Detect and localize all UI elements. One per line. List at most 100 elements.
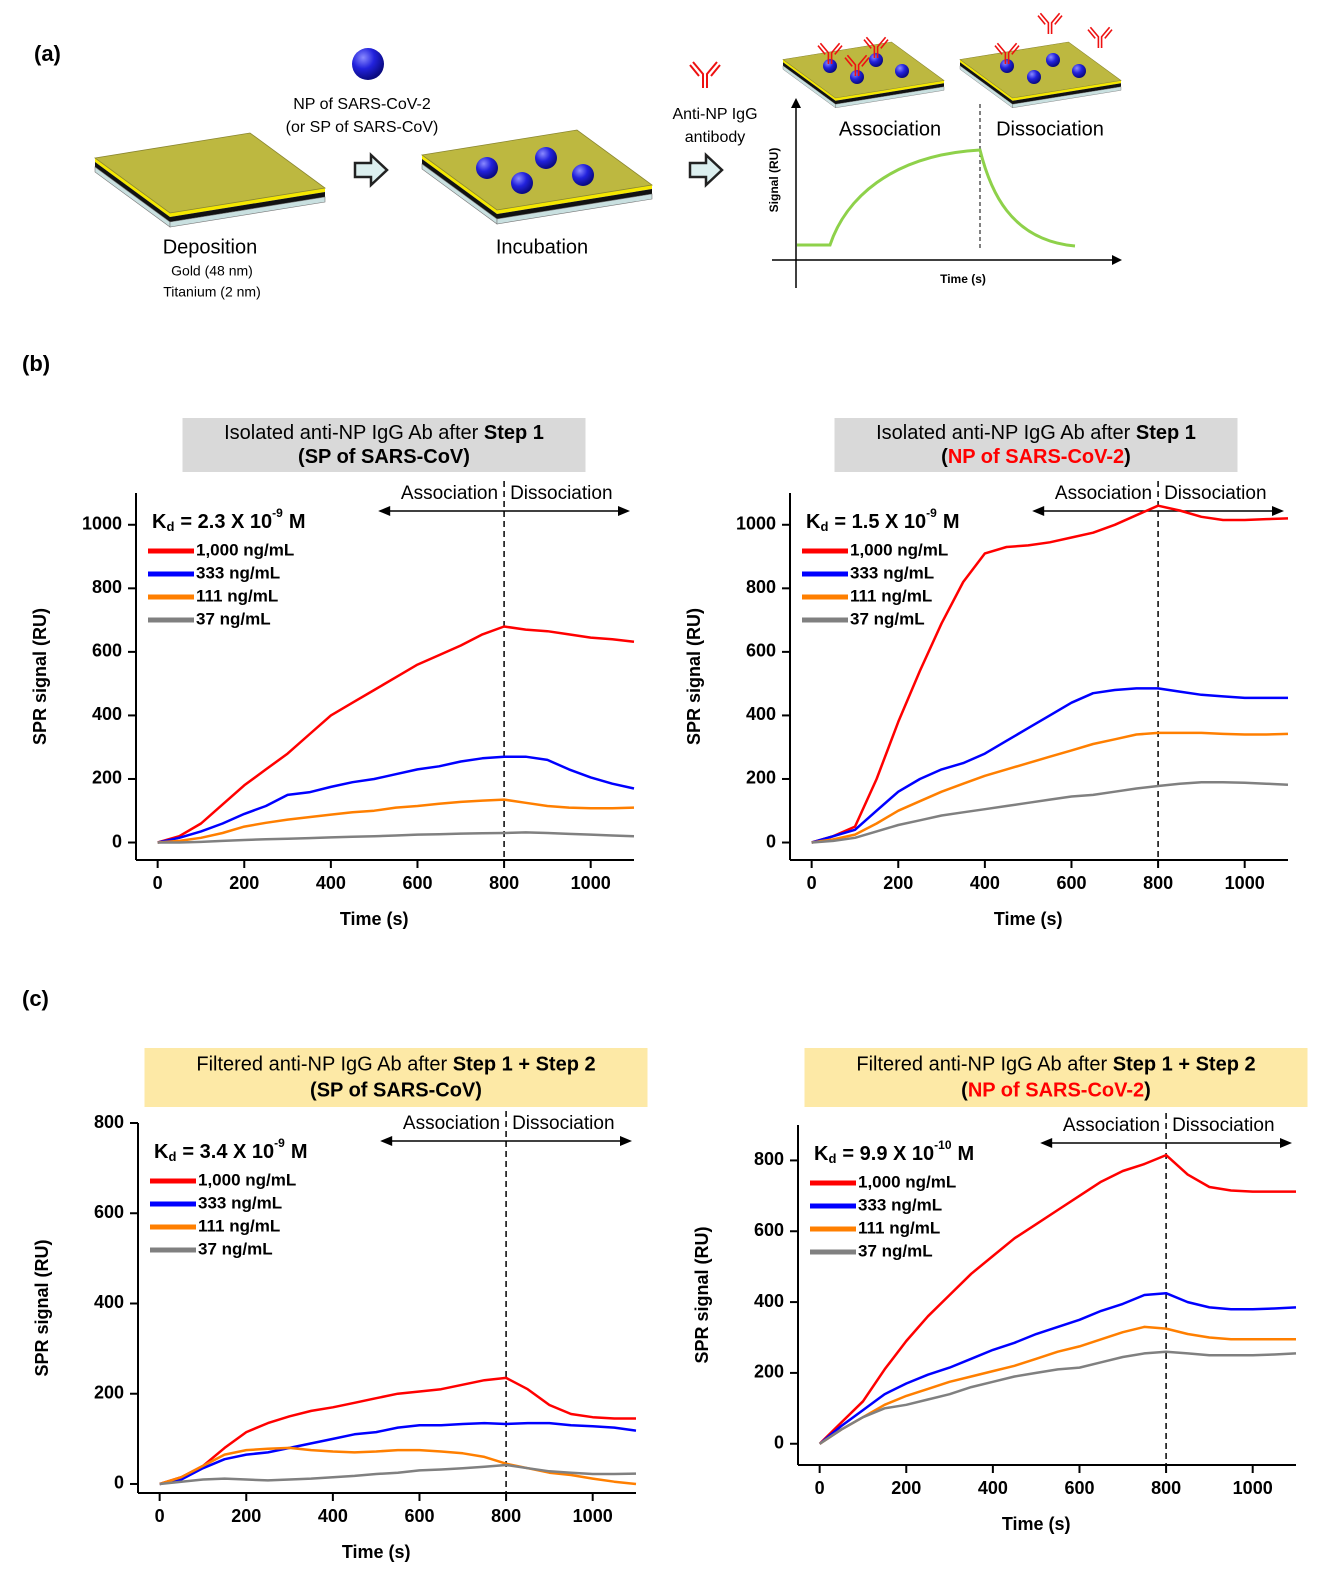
legend-label: 1,000 ng/mL	[196, 540, 294, 559]
x-tick-label: 1000	[571, 873, 611, 893]
y-tick-label: 200	[746, 768, 776, 788]
x-tick-label: 600	[404, 1506, 434, 1526]
phase-label: Association	[839, 118, 941, 140]
kd-symbol: K	[152, 511, 167, 533]
data-line	[820, 1352, 1296, 1444]
arrowhead	[378, 506, 390, 516]
protein-sphere	[1046, 53, 1060, 67]
kd-exponent: -9	[926, 506, 937, 520]
y-tick-label: 800	[92, 577, 122, 597]
subtitle-part: SP of SARS-CoV	[305, 446, 464, 468]
x-tick-label: 600	[1064, 1478, 1094, 1498]
step-note: Titanium (2 nm)	[163, 284, 261, 300]
x-tick-label: 400	[316, 873, 346, 893]
arrowhead	[1032, 506, 1044, 516]
x-tick-label: 1000	[1225, 873, 1265, 893]
subtitle-part: )	[475, 1080, 482, 1102]
chart: Isolated anti-NP IgG Ab after Step 1(SP …	[30, 418, 634, 929]
x-tick-label: 0	[807, 873, 817, 893]
title-part: Isolated anti-NP IgG Ab after	[876, 422, 1136, 444]
kd-subscript: d	[820, 519, 828, 534]
reagent-label: Anti-NP IgG	[672, 106, 757, 123]
title-part: Filtered anti-NP IgG Ab after	[196, 1054, 452, 1076]
phase-label: Dissociation	[1172, 1115, 1274, 1136]
x-tick-label: 200	[891, 1478, 921, 1498]
phase-label: Association	[403, 1113, 500, 1134]
data-line	[820, 1327, 1296, 1444]
kd-unit: M	[958, 1143, 975, 1165]
step-label: Incubation	[496, 236, 588, 258]
arrowhead	[1272, 506, 1284, 516]
protein-sphere	[1027, 70, 1041, 84]
chart-subtitle: (SP of SARS-CoV)	[298, 446, 470, 468]
x-tick-label: 200	[231, 1506, 261, 1526]
page: (a) Deposition Gold (48 nm) Titanium (2 …	[0, 0, 1319, 1572]
legend-label: 333 ng/mL	[850, 563, 934, 582]
x-tick-label: 400	[318, 1506, 348, 1526]
kd-subscript: d	[168, 1149, 176, 1164]
subtitle-part: )	[463, 446, 470, 468]
legend-label: 333 ng/mL	[858, 1195, 942, 1214]
y-axis-title: SPR signal (RU)	[692, 1226, 712, 1363]
protein-sphere	[850, 70, 864, 84]
legend-label: 1,000 ng/mL	[858, 1172, 956, 1191]
kd-annotation: Kd= 2.3 X 10-9M	[152, 506, 306, 534]
x-tick-label: 200	[229, 873, 259, 893]
schematic-x-label: Time (s)	[940, 272, 986, 286]
x-tick-label: 600	[402, 873, 432, 893]
chart-title: Filtered anti-NP IgG Ab after Step 1 + S…	[196, 1054, 595, 1076]
step-arrow	[690, 155, 722, 185]
y-tick-label: 400	[754, 1291, 784, 1311]
phase-label: Dissociation	[510, 483, 612, 504]
sensor-chip	[422, 130, 652, 224]
x-tick-label: 600	[1056, 873, 1086, 893]
arrowhead	[618, 506, 630, 516]
antibody-icon	[1088, 27, 1112, 48]
chart-title: Filtered anti-NP IgG Ab after Step 1 + S…	[856, 1054, 1255, 1076]
reagent-label: (or SP of SARS-CoV)	[286, 119, 439, 136]
kd-exponent: -9	[272, 506, 283, 520]
x-tick-label: 400	[978, 1478, 1008, 1498]
y-axis-title: SPR signal (RU)	[30, 608, 50, 745]
step-note: Gold (48 nm)	[171, 263, 253, 279]
phase-label: Dissociation	[996, 118, 1104, 140]
reagent-label: antibody	[685, 129, 746, 146]
y-tick-label: 200	[94, 1382, 124, 1402]
axis-arrowhead	[791, 98, 801, 108]
legend-label: 333 ng/mL	[196, 563, 280, 582]
x-tick-label: 0	[153, 873, 163, 893]
y-tick-label: 200	[92, 768, 122, 788]
panel-label: (b)	[22, 351, 50, 376]
y-tick-label: 600	[92, 641, 122, 661]
chart-subtitle: (NP of SARS-CoV-2)	[961, 1080, 1151, 1102]
y-tick-label: 200	[754, 1362, 784, 1382]
kd-unit: M	[291, 1141, 308, 1163]
legend-label: 111 ng/mL	[858, 1218, 940, 1237]
legend-label: 111 ng/mL	[850, 586, 932, 605]
x-tick-label: 800	[1143, 873, 1173, 893]
data-line	[158, 832, 634, 842]
panel-label: (a)	[34, 41, 61, 66]
legend-label: 37 ng/mL	[198, 1239, 273, 1258]
y-tick-label: 0	[112, 831, 122, 851]
chart: Filtered anti-NP IgG Ab after Step 1 + S…	[32, 1048, 648, 1562]
y-tick-label: 600	[754, 1220, 784, 1240]
step-label: Deposition	[163, 236, 258, 258]
y-tick-label: 600	[746, 641, 776, 661]
y-axis-title: SPR signal (RU)	[32, 1239, 52, 1376]
y-tick-label: 800	[94, 1112, 124, 1132]
x-tick-label: 200	[883, 873, 913, 893]
panel-a: (a) Deposition Gold (48 nm) Titanium (2 …	[34, 13, 1122, 300]
y-tick-label: 0	[114, 1473, 124, 1493]
subtitle-part: NP of SARS-CoV-2	[968, 1080, 1144, 1102]
chart-subtitle: (NP of SARS-CoV-2)	[941, 446, 1131, 468]
title-part: Step 1 + Step 2	[1113, 1054, 1256, 1076]
x-axis-title: Time (s)	[1002, 1514, 1071, 1534]
figure: (a) Deposition Gold (48 nm) Titanium (2 …	[0, 0, 1319, 1572]
x-tick-label: 800	[1151, 1478, 1181, 1498]
protein-sphere	[511, 172, 533, 194]
title-part: Step 1	[484, 422, 544, 444]
arrowhead	[380, 1136, 392, 1146]
x-tick-label: 1000	[1233, 1478, 1273, 1498]
